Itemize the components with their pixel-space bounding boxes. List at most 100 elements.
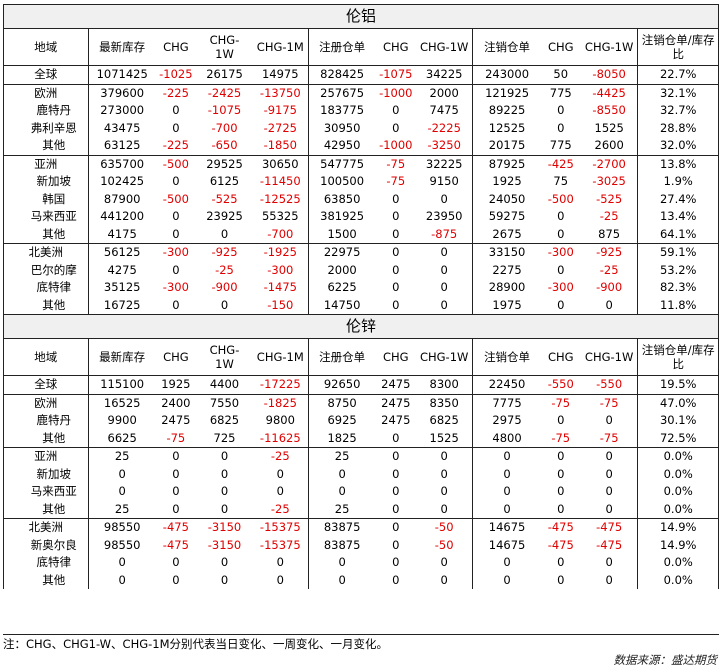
value-cell: -2225 [427,120,461,135]
column-header: CHG-1W [580,28,638,66]
value-cell: 0 [540,447,581,466]
value-cell: 1525 [594,120,624,135]
value-cell: 9900 [87,412,156,430]
region-label: 其他 [3,429,89,448]
table-row: 新加坡 102425 0 6125 -11450 100500 -75 9150 1925 75 -… [3,173,719,191]
value-cell: -2725 [263,120,297,135]
ratio-cell: 1.9% [637,173,719,191]
value-cell: 23950 [425,209,463,224]
value-cell: 2675 [472,225,541,244]
value-cell: 0 [307,483,376,501]
value-cell: -75 [551,430,571,445]
value-cell: -1075 [379,67,413,82]
value-cell: 6225 [307,279,376,297]
value-cell: 63850 [307,190,376,208]
value-cell: 4800 [472,429,541,448]
value-cell: -900 [211,280,238,295]
value-cell: 243000 [472,65,541,84]
value-cell: -1475 [263,280,297,295]
zinc-table: 伦锌 地域 最新库存 CHG CHG-1W CHG-1M 注册仓单 CHG CHG-1W 注销仓单… [3,314,719,589]
value-cell: -3150 [207,537,242,552]
value-cell: 0 [172,572,180,587]
value-cell: 0 [440,191,448,206]
value-cell: 0 [392,572,400,587]
table-row: 欧洲 379600 -225 -2425 -13750 257675 -1000 2000 12… [3,83,719,102]
value-cell: 7475 [429,103,459,118]
value-cell: 0 [276,572,284,587]
region-label: 其他 [3,137,89,155]
value-cell: -475 [580,518,638,537]
column-header: CHG-1W [195,338,254,376]
value-cell: 775 [540,83,581,102]
value-cell: -50 [415,518,473,537]
value-cell: 28900 [472,279,541,297]
table-row: 韩国 87900 -500 -525 -12525 63850 0 0 24050 -500 -52… [3,190,719,208]
value-cell: 0 [172,209,180,224]
table-row: 北美洲 56125 -300 -925 -1925 22975 0 0 33150 -300 -92… [3,243,719,262]
value-cell: 0 [172,120,180,135]
value-cell: -75 [580,393,638,412]
value-cell: 0 [392,103,400,118]
value-cell: 0 [557,120,565,135]
value-cell: -650 [211,138,238,153]
value-cell: 0 [605,555,613,570]
value-cell: 83875 [307,536,376,554]
value-cell: 89225 [472,102,541,120]
value-cell: -1825 [253,393,309,412]
value-cell: 0 [220,297,229,312]
value-cell: -500 [162,191,189,206]
value-cell: 83875 [307,518,376,537]
value-cell: 0 [415,447,473,466]
column-header: 最新库存 [87,28,156,66]
value-cell: 4175 [87,225,156,244]
value-cell: -500 [155,154,196,173]
value-cell: -75 [599,430,619,445]
value-cell: -425 [540,154,581,173]
table-title: 伦铝 [3,4,719,29]
value-cell: -1000 [375,83,416,102]
value-cell: -150 [267,297,294,312]
value-cell: 6925 [307,412,376,430]
value-cell: -700 [267,226,294,241]
value-cell: -4425 [580,83,638,102]
value-cell: 828425 [307,65,376,84]
value-cell: -15375 [253,518,309,537]
value-cell: 0 [375,518,416,537]
ratio-cell: 32.1% [637,83,719,102]
table-row: 其他 0 0 0 0 0 0 0 0 0 0 0.0% [3,571,719,589]
column-header: CHG [540,338,581,376]
value-cell: -1925 [253,243,309,262]
value-cell: 635700 [87,154,156,173]
value-cell: 0 [172,174,180,189]
table-row: 底特律 0 0 0 0 0 0 0 0 0 0 0.0% [3,554,719,572]
region-label: 其他 [3,571,89,589]
value-cell: 6125 [209,174,240,189]
region-label: 新奥尔良 [3,536,89,554]
value-cell: 0 [392,466,400,481]
column-header: 注销仓单/库存比 [637,28,719,66]
value-cell: -17225 [259,377,301,392]
value-cell: -75 [540,393,581,412]
region-label: 鹿特丹 [3,412,89,430]
value-cell: 2475 [381,413,411,428]
value-cell: 0 [220,226,229,241]
value-cell: 0 [605,572,613,587]
region-label: 其他 [3,225,89,244]
value-cell: 1825 [307,429,376,448]
value-cell: -13750 [253,83,309,102]
table-row: 新奥尔良 98550 -475 -3150 -15375 83875 0 -50 14675 -4… [3,536,719,554]
value-cell: -300 [162,280,189,295]
value-cell: 50 [553,67,569,82]
column-header: CHG-1M [253,338,309,376]
value-cell: 0 [307,465,376,483]
value-cell: 0 [557,484,565,499]
value-cell: 0 [440,466,448,481]
value-cell: 6625 [87,429,156,448]
value-cell: -300 [547,280,574,295]
region-label: 底特律 [3,554,89,572]
value-cell: 0 [472,465,541,483]
value-cell: 2475 [161,413,191,428]
value-cell: -1850 [263,138,297,153]
region-label: 新加坡 [3,465,89,483]
value-cell: 22450 [472,375,541,394]
